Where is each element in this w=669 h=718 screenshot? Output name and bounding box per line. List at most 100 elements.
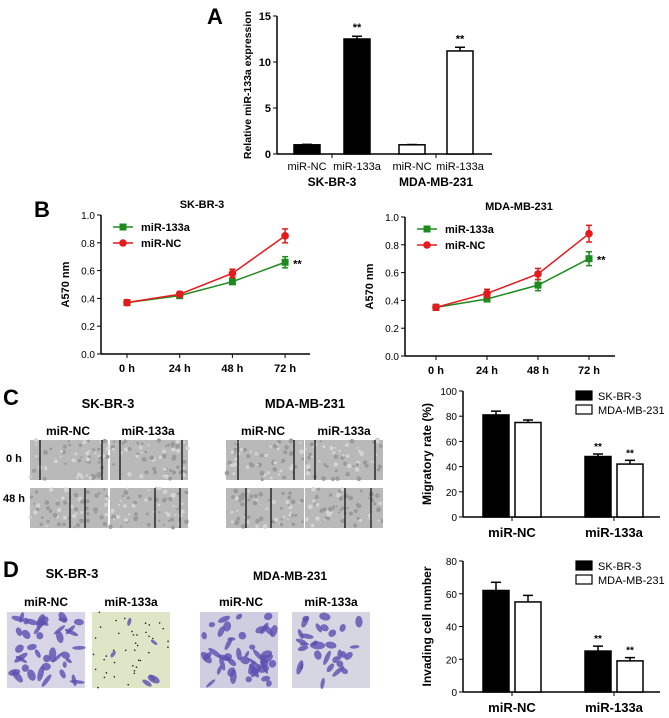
cell-texture bbox=[299, 441, 302, 445]
cell-texture bbox=[233, 488, 239, 494]
x-tick-label: 0 h bbox=[119, 363, 135, 375]
pore-dot bbox=[97, 686, 99, 689]
cell-texture bbox=[103, 488, 106, 491]
cell-texture bbox=[164, 511, 168, 515]
stained-cell bbox=[248, 661, 256, 675]
cell-texture bbox=[349, 439, 355, 444]
cell-texture bbox=[104, 503, 108, 507]
cell-texture bbox=[230, 450, 235, 455]
stained-cell bbox=[355, 615, 363, 628]
c-col-label: miR-NC bbox=[46, 424, 90, 438]
stained-cell bbox=[238, 631, 247, 640]
stained-cell bbox=[53, 625, 66, 635]
group-label: MDA-MB-231 bbox=[399, 175, 473, 189]
y-axis-label: Migratory rate (%) bbox=[420, 403, 434, 505]
series-line bbox=[435, 233, 590, 309]
stained-cell bbox=[59, 669, 66, 679]
cell-texture bbox=[180, 502, 184, 506]
cell-texture bbox=[152, 466, 157, 471]
cell-texture bbox=[354, 467, 360, 472]
bar bbox=[482, 414, 510, 518]
cell-texture bbox=[80, 456, 83, 459]
transwell-image bbox=[92, 612, 170, 688]
cell-texture bbox=[170, 517, 175, 522]
cell-texture bbox=[138, 494, 142, 499]
stained-cell bbox=[41, 674, 52, 687]
stained-cell bbox=[60, 651, 70, 659]
cell-texture bbox=[340, 487, 345, 492]
cell-texture bbox=[73, 526, 76, 529]
cell-texture bbox=[75, 523, 81, 528]
cell-texture bbox=[133, 512, 138, 516]
cell-texture bbox=[376, 507, 382, 513]
cell-texture bbox=[332, 505, 336, 508]
cell-texture bbox=[276, 447, 280, 451]
cell-texture bbox=[249, 494, 254, 499]
cell-texture bbox=[364, 463, 369, 468]
cell-texture bbox=[234, 496, 239, 501]
cell-texture bbox=[87, 439, 91, 443]
cell-texture bbox=[247, 515, 251, 519]
cell-texture bbox=[123, 447, 129, 452]
cell-texture bbox=[175, 444, 180, 449]
pore-dot bbox=[94, 668, 97, 671]
stained-cell bbox=[326, 663, 335, 673]
cell-texture bbox=[94, 493, 99, 498]
stained-cell bbox=[65, 625, 76, 635]
stained-cell bbox=[260, 650, 273, 659]
cell-texture bbox=[253, 493, 258, 499]
legend-marker bbox=[423, 225, 431, 233]
cell-texture bbox=[43, 449, 48, 455]
legend-marker bbox=[119, 239, 127, 247]
pore-dot bbox=[131, 630, 133, 633]
cell-texture bbox=[279, 469, 283, 473]
chart-a: 0 5 10 15 Relative miR-133a expression miR-NC… bbox=[242, 11, 492, 189]
cell-texture bbox=[273, 461, 277, 465]
pore-dot bbox=[115, 619, 117, 622]
significance-label: ** bbox=[626, 448, 634, 459]
pore-dot bbox=[103, 676, 106, 679]
cell-texture bbox=[123, 517, 129, 523]
cell-texture bbox=[152, 510, 155, 513]
stained-cell bbox=[249, 644, 256, 650]
legend-label: MDA-MB-231 bbox=[598, 405, 665, 417]
chart-d: 0 20 40 60 80 Invading cell number miR-NC miR-1… bbox=[420, 557, 665, 715]
cell-texture bbox=[335, 476, 340, 481]
stained-cell bbox=[255, 626, 266, 634]
cell-texture bbox=[28, 507, 32, 510]
cell-texture bbox=[75, 476, 79, 480]
cell-texture bbox=[315, 516, 320, 521]
cell-texture bbox=[288, 438, 294, 444]
stained-cell bbox=[21, 664, 29, 672]
cell-texture bbox=[158, 455, 163, 460]
y-tick-label: 0.4 bbox=[385, 296, 399, 307]
cell-texture bbox=[42, 476, 47, 481]
cell-texture bbox=[340, 518, 345, 524]
cell-texture bbox=[144, 450, 148, 454]
cell-texture bbox=[287, 495, 292, 500]
significance-label: ** bbox=[594, 634, 602, 645]
cell-texture bbox=[141, 451, 144, 454]
c-col-label: miR-NC bbox=[241, 424, 285, 438]
cell-texture bbox=[288, 513, 292, 517]
cell-texture bbox=[99, 515, 104, 520]
cell-texture bbox=[144, 470, 149, 475]
pore-dot bbox=[127, 683, 130, 686]
data-point bbox=[281, 258, 289, 266]
cell-texture bbox=[326, 465, 329, 468]
cell-texture bbox=[115, 514, 121, 520]
cell-texture bbox=[334, 469, 338, 473]
cell-texture bbox=[236, 509, 239, 513]
cell-texture bbox=[57, 522, 61, 527]
stained-cell bbox=[8, 669, 21, 676]
x-tick-label: 48 h bbox=[221, 363, 243, 375]
cell-texture bbox=[380, 518, 384, 522]
cell-texture bbox=[105, 446, 110, 451]
pore-dot bbox=[92, 653, 95, 656]
cell-texture bbox=[162, 453, 167, 458]
stained-cell bbox=[15, 644, 24, 653]
cell-texture bbox=[78, 443, 83, 448]
cell-texture bbox=[62, 515, 67, 520]
cell-texture bbox=[136, 441, 140, 445]
cell-texture bbox=[76, 472, 82, 478]
